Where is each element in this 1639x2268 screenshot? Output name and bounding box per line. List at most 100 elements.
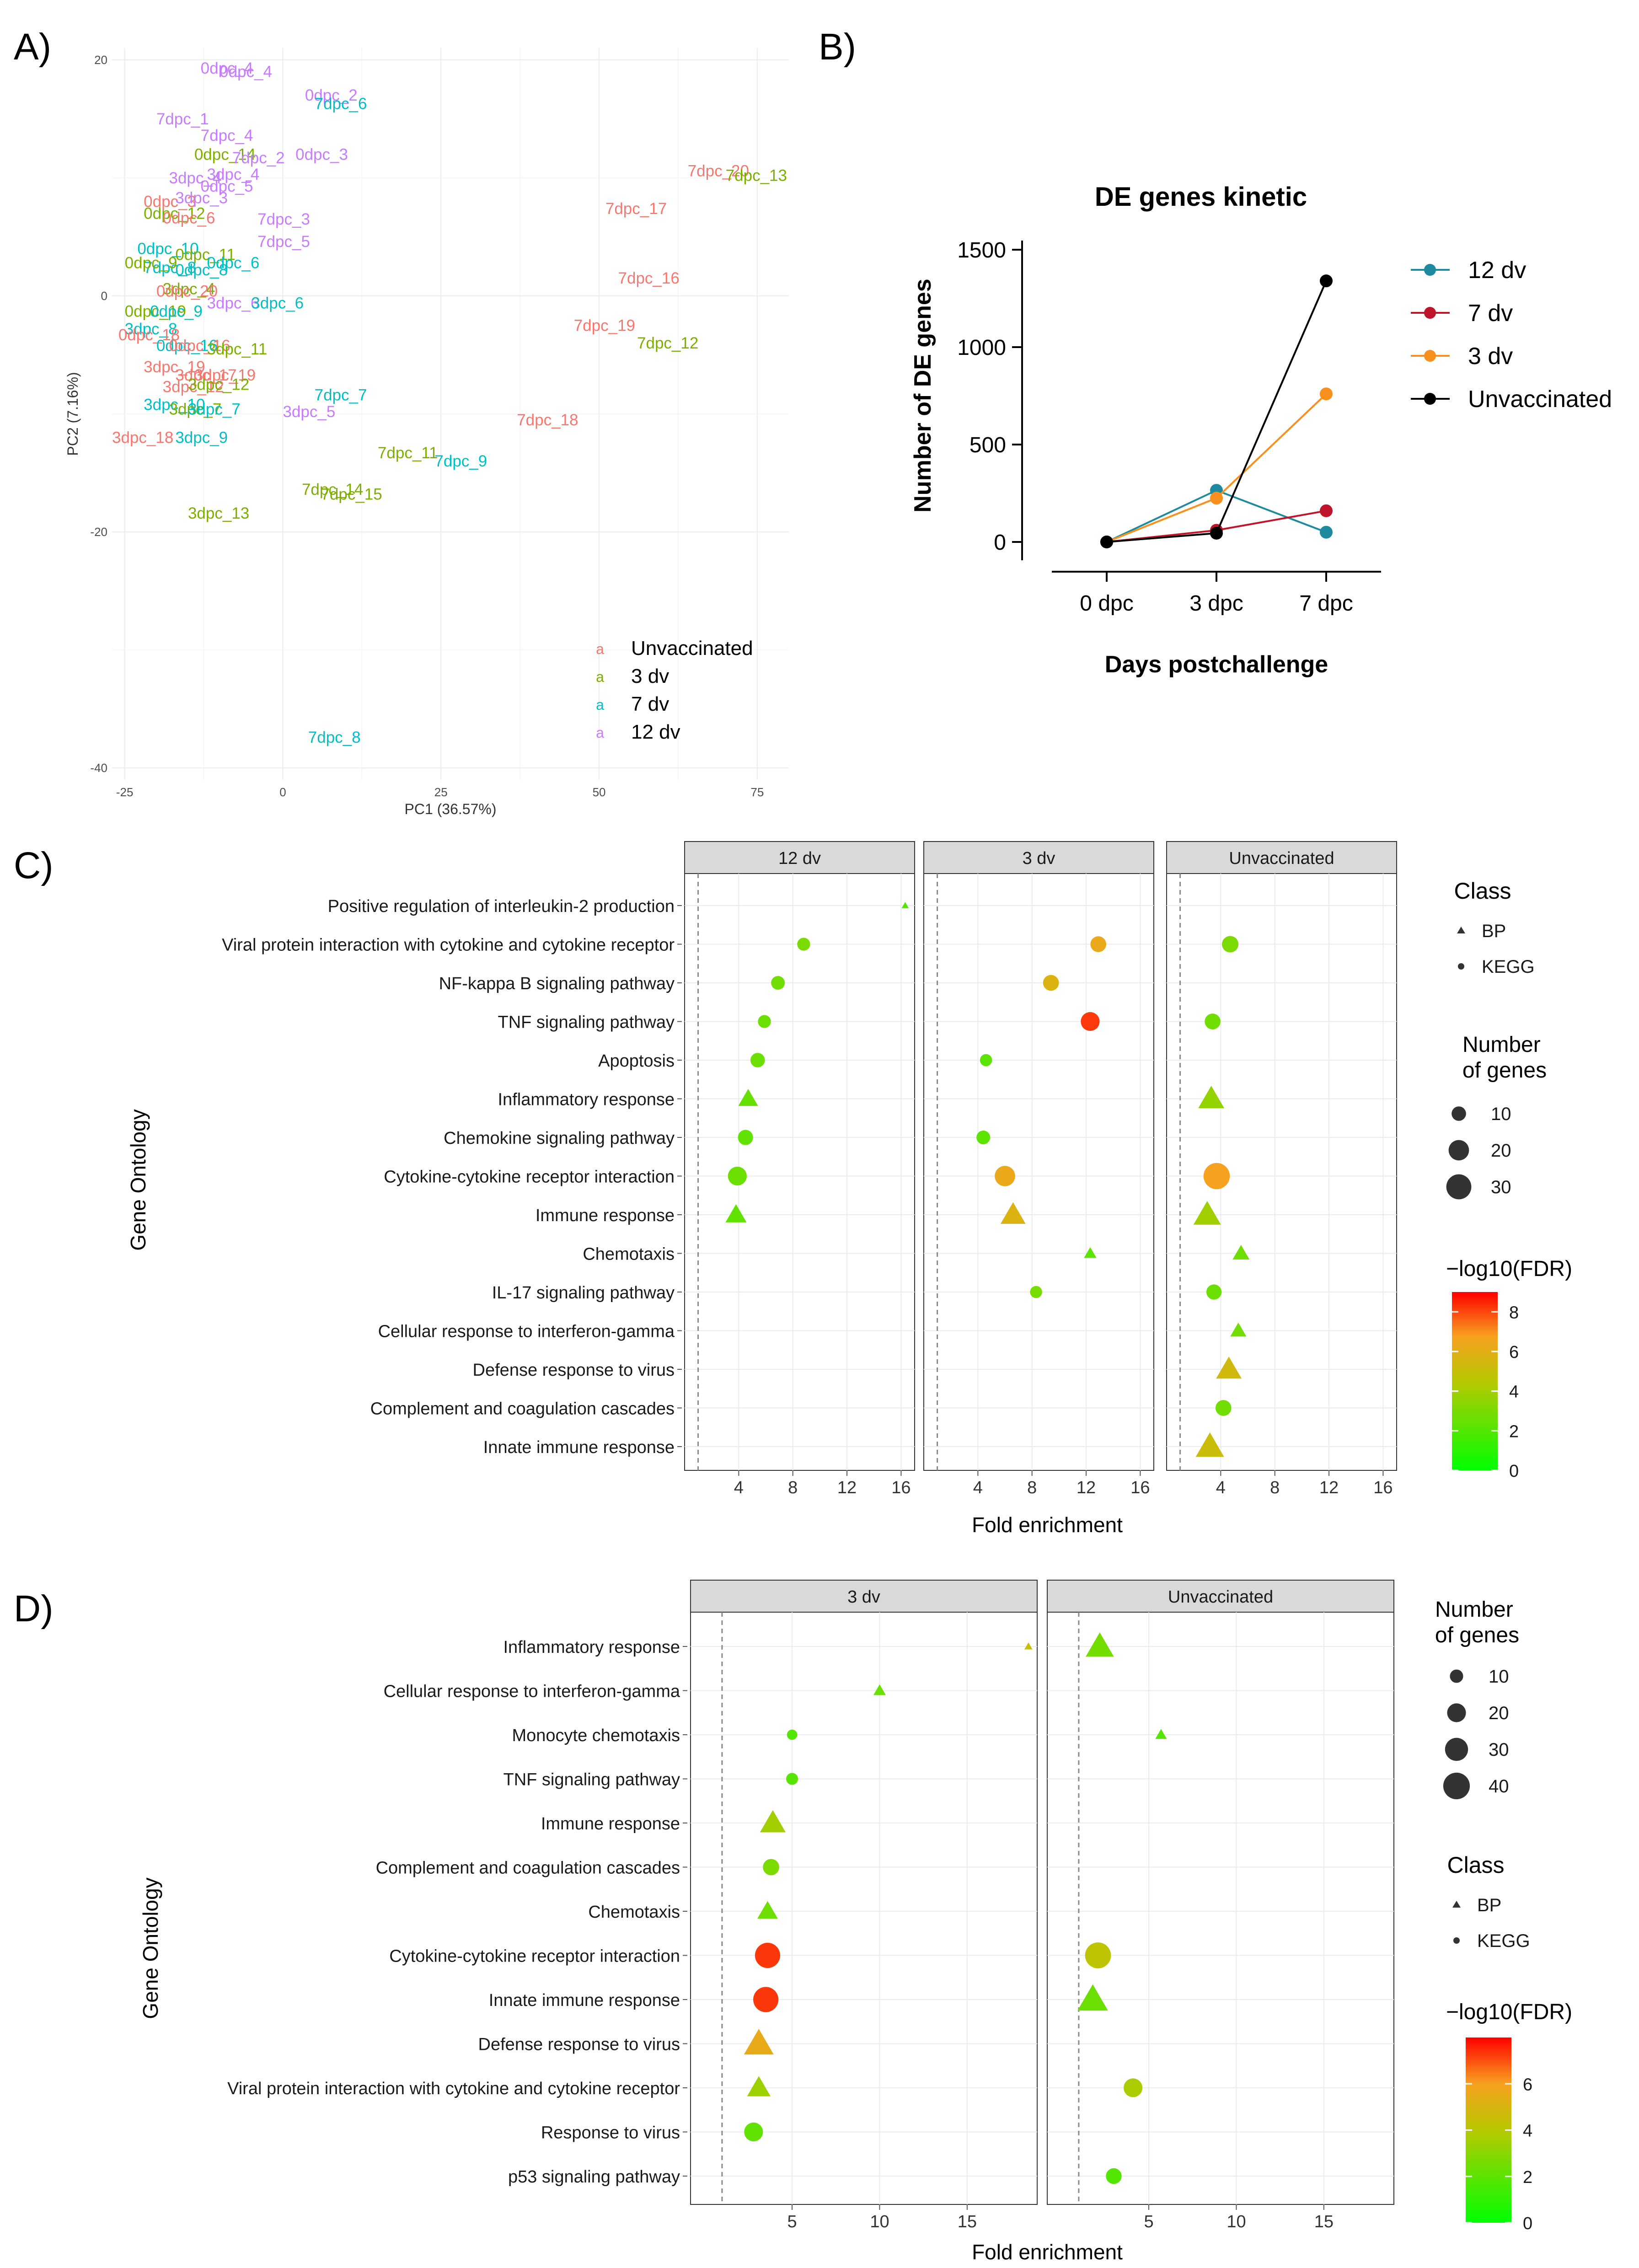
enrichment-c-term-label: Immune response xyxy=(536,1206,675,1225)
kinetic-point xyxy=(1210,492,1223,505)
pca-legend-label: 3 dv xyxy=(631,665,669,687)
kinetic-legend-label: 3 dv xyxy=(1468,343,1513,370)
pca-point-label: 7dpc_1 xyxy=(156,110,209,128)
enrichment-c-point-kegg xyxy=(797,938,810,951)
enrichment-d-legend-class-label: BP xyxy=(1477,1895,1501,1915)
enrichment-c-legend-size-key xyxy=(1452,1106,1466,1121)
enrichment-d-point-bp xyxy=(1086,1632,1114,1657)
pca-point-label: 3dpc_12 xyxy=(188,375,249,393)
pca-x-tick-label: 25 xyxy=(434,785,448,799)
enrichment-c-point-kegg xyxy=(995,1166,1015,1186)
kinetic-point xyxy=(1320,504,1333,517)
pca-points: 0dpc_40dpc_40dpc_27dpc_67dpc_17dpc_40dpc… xyxy=(112,59,787,746)
enrichment-d-x-tick-label: 15 xyxy=(958,2212,977,2231)
panel-label-a: A) xyxy=(14,26,51,68)
pca-point-label: 3dpc_10 xyxy=(144,396,205,413)
enrichment-c-point-kegg xyxy=(1043,975,1059,991)
enrichment-d-legend-colorbar-label: 0 xyxy=(1523,2214,1532,2233)
enrichment-c-legend-size-label: 10 xyxy=(1491,1104,1511,1124)
pca-point-label: 0dpc_6 xyxy=(163,209,215,227)
enrichment-d-term-label: Inflammatory response xyxy=(503,1638,680,1657)
enrichment-c-x-tick-label: 12 xyxy=(1319,1478,1339,1497)
pca-point-label: 0dpc_16 xyxy=(169,337,230,354)
enrichment-c-point-kegg xyxy=(1206,1284,1222,1300)
pca-ticks: -25 0 25 50 75 20 0 -20 -40 xyxy=(90,53,764,799)
enrichment-d-legend-colorbar-label: 6 xyxy=(1523,2075,1532,2094)
enrichment-c-term-label: Inflammatory response xyxy=(498,1090,675,1110)
enrichment-c-point-bp xyxy=(1216,1357,1242,1379)
pca-point-label: 0dpc_10 xyxy=(137,240,198,258)
pca-point-label: 0dpc_6 xyxy=(207,254,259,272)
enrichment-d-legend-size-label: 10 xyxy=(1489,1667,1509,1687)
enrichment-c-term-label: Defense response to virus xyxy=(473,1361,675,1380)
pca-point-label: 3dpc_6 xyxy=(251,294,304,312)
enrichment-d-x-tick-label: 10 xyxy=(870,2212,889,2231)
enrichment-c-point-kegg xyxy=(1205,1013,1221,1029)
enrichment-c-point-bp xyxy=(1195,1432,1224,1457)
enrichment-c-x-tick-label: 12 xyxy=(837,1478,857,1497)
enrichment-c-y-axis-label: Gene Ontology xyxy=(126,1109,150,1250)
enrichment-c-point-kegg xyxy=(738,1130,753,1145)
enrichment-c-legend-size-title-line1: Number xyxy=(1462,1033,1541,1057)
enrichment-d-legend-color-title: −log10(FDR) xyxy=(1446,2000,1572,2024)
enrichment-c-facet-label: 3 dv xyxy=(1023,849,1055,868)
enrichment-d-x-tick-label: 5 xyxy=(1144,2212,1153,2231)
enrichment-c-legend-class-label: KEGG xyxy=(1482,957,1535,977)
kinetic-legend: 12 dv 7 dv 3 dv Unvaccinated xyxy=(1411,257,1612,413)
enrichment-d-point-kegg xyxy=(1106,2168,1122,2184)
pca-point-label: 7dpc_5 xyxy=(257,233,310,251)
enrichment-d-point-bp xyxy=(873,1684,886,1695)
enrichment-d-legend-size-key xyxy=(1443,1772,1470,1800)
enrichment-c-point-bp xyxy=(1000,1202,1026,1224)
enrichment-d-facet-label: 3 dv xyxy=(847,1587,880,1607)
enrichment-d-x-tick-label: 15 xyxy=(1314,2212,1334,2231)
pca-point-label: 0dpc_9 xyxy=(150,302,203,320)
kinetic-x-tick-label: 7 dpc xyxy=(1299,591,1353,616)
enrichment-chart-c: Positive regulation of interleukin-2 pro… xyxy=(126,841,1572,1537)
pca-point-label: 3dpc_19 xyxy=(194,366,256,384)
enrichment-c-legend-size-label: 20 xyxy=(1491,1141,1511,1161)
pca-point-label: 0dpc_3 xyxy=(144,193,196,210)
enrichment-d-point-kegg xyxy=(744,2122,763,2142)
pca-legend-label: 7 dv xyxy=(631,693,669,715)
pca-x-tick-label: 50 xyxy=(593,785,606,799)
enrichment-c-point-bp xyxy=(1230,1322,1247,1337)
pca-y-axis-label: PC2 (7.16%) xyxy=(64,372,81,456)
kinetic-point xyxy=(1100,536,1113,548)
enrichment-c-point-bp xyxy=(901,902,909,908)
enrichment-c-legend-color-title: −log10(FDR) xyxy=(1446,1257,1572,1281)
enrichment-d-legend-size-title: Number of genes xyxy=(1435,1598,1519,1647)
kinetic-x-axis-label: Days postchallenge xyxy=(1105,651,1328,678)
pca-point-label: 3dpc_7 xyxy=(188,401,241,418)
pca-legend-key: a xyxy=(596,697,604,713)
enrichment-c-legend-size-title: Number of genes xyxy=(1462,1033,1547,1083)
kinetic-y-tick-label: 0 xyxy=(994,531,1006,555)
enrichment-c-x-tick-label: 4 xyxy=(1216,1478,1226,1497)
enrichment-c-point-kegg xyxy=(1081,1012,1100,1031)
enrichment-d-point-kegg xyxy=(763,1859,779,1876)
enrichment-c-facet-panel xyxy=(923,873,1154,1471)
enrichment-d-facet-strip xyxy=(1047,1580,1394,1613)
pca-legend-label: 12 dv xyxy=(631,721,680,743)
pca-point-label: 0dpc_4 xyxy=(220,63,272,81)
kinetic-legend-label: 7 dv xyxy=(1468,300,1513,327)
enrichment-d-term-label: Response to virus xyxy=(541,2123,680,2143)
panel-label-d: D) xyxy=(14,1588,54,1630)
enrichment-d-term-label: Viral protein interaction with cytokine … xyxy=(227,2079,680,2098)
enrichment-c-facet-strip xyxy=(684,841,915,874)
enrichment-d-term-label: Innate immune response xyxy=(489,1991,680,2010)
enrichment-d-term-label: Defense response to virus xyxy=(478,2035,680,2054)
enrichment-d-x-axis-label: Fold enrichment xyxy=(972,2240,1123,2264)
enrichment-c-point-kegg xyxy=(750,1053,765,1067)
enrichment-c-facet-panel xyxy=(1166,873,1397,1471)
enrichment-d-legend-class-key xyxy=(1453,1937,1460,1944)
pca-point-label: 0dpc_4 xyxy=(201,59,253,77)
enrichment-d-legend-size-label: 40 xyxy=(1489,1776,1509,1796)
enrichment-c-point-bp xyxy=(1198,1086,1225,1109)
enrichment-c-legend-size-key xyxy=(1446,1174,1472,1200)
pca-point-label: 7dpc_8 xyxy=(144,259,196,277)
enrichment-c-legend-size-key xyxy=(1448,1140,1469,1161)
enrichment-c-facet-label: 12 dv xyxy=(778,849,821,868)
enrichment-c-legend-class-key xyxy=(1458,963,1464,970)
kinetic-axes: 0 500 1000 1500 0 dpc 3 dpc 7 dpc xyxy=(957,238,1381,616)
